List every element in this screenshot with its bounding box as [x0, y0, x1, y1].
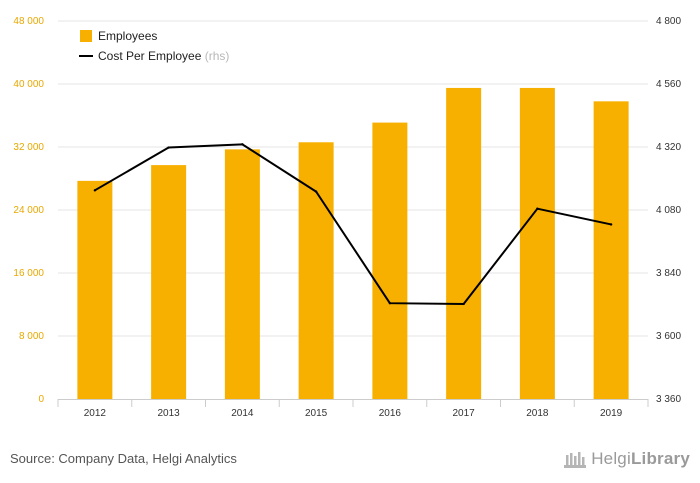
- legend-label-cost-per-employee: Cost Per Employee (rhs): [98, 49, 229, 63]
- cost-per-employee-point: [314, 190, 318, 193]
- legend-label-employees: Employees: [98, 29, 157, 43]
- legend-rhs-suffix: (rhs): [205, 49, 230, 63]
- employees-bar: [77, 180, 113, 399]
- cost-per-employee-point: [609, 223, 613, 226]
- x-axis-tick-label: 2013: [158, 408, 181, 419]
- legend-swatch-employees: [80, 30, 92, 42]
- cost-per-employee-point: [167, 146, 170, 149]
- right-axis-tick-label: 4 080: [656, 205, 681, 216]
- employees-bar: [519, 87, 555, 399]
- cost-per-employee-point: [462, 302, 465, 306]
- cost-per-employee-point: [241, 143, 244, 146]
- left-axis-tick-label: 48 000: [13, 16, 44, 27]
- left-axis-tick-label: 16 000: [13, 268, 44, 279]
- right-axis-tick-label: 3 360: [656, 394, 681, 405]
- helgi-library-logo[interactable]: HelgiLibrary: [564, 446, 690, 472]
- x-axis-tick-label: 2016: [379, 408, 402, 419]
- employees-bar: [298, 142, 334, 399]
- employees-bar: [224, 149, 260, 399]
- cost-per-employee-point: [536, 207, 539, 210]
- left-axis-tick-label: 40 000: [13, 79, 44, 90]
- x-axis-tick-label: 2015: [305, 408, 328, 419]
- x-axis-tick-label: 2019: [600, 408, 623, 419]
- right-axis-tick-label: 3 840: [656, 268, 681, 279]
- left-axis-tick-label: 0: [38, 394, 44, 405]
- employees-bar: [446, 87, 482, 399]
- x-axis-tick-label: 2014: [231, 408, 254, 419]
- x-axis-tick-label: 2018: [526, 408, 549, 419]
- legend: Employees Cost Per Employee (rhs): [79, 29, 229, 63]
- cost-per-employee-line: [93, 143, 613, 306]
- library-icon: [564, 452, 587, 468]
- right-axis-tick-label: 3 600: [656, 331, 681, 342]
- left-axis-tick-label: 24 000: [13, 205, 44, 216]
- chart: 0 8 000 16 000 24 000 32 000 40 000 48 000 3 36…: [13, 16, 681, 419]
- employees-bar: [151, 165, 187, 399]
- right-axis-tick-label: 4 560: [656, 79, 681, 90]
- gridlines: [58, 20, 648, 337]
- employees-bar: [593, 101, 629, 399]
- source-note: Source: Company Data, Helgi Analytics: [10, 451, 237, 466]
- left-axis-tick-label: 8 000: [19, 331, 44, 342]
- logo-text: HelgiLibrary: [591, 449, 690, 469]
- employees-bars: [77, 87, 629, 400]
- left-axis-tick-label: 32 000: [13, 142, 44, 153]
- footer: Source: Company Data, Helgi Analytics He…: [0, 440, 700, 483]
- logo-text-regular: Helgi: [591, 449, 631, 468]
- right-axis-tick-label: 4 800: [656, 16, 681, 27]
- right-axis-tick-label: 4 320: [656, 142, 681, 153]
- cost-per-employee-point: [93, 189, 97, 192]
- employees-bar: [372, 122, 408, 400]
- axes: 0 8 000 16 000 24 000 32 000 40 000 48 000 3 36…: [13, 16, 681, 419]
- x-axis-tick-label: 2012: [84, 408, 107, 419]
- x-axis-tick-label: 2017: [453, 408, 476, 419]
- logo-text-bold: Library: [630, 449, 690, 468]
- cost-per-employee-point: [388, 301, 392, 305]
- cost-per-employee-series: [94, 143, 612, 305]
